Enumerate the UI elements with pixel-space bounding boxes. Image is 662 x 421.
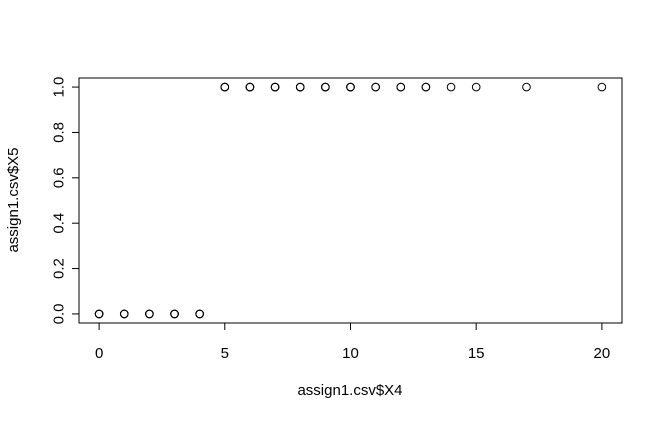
data-point [295,82,305,92]
data-point [321,82,330,92]
plot-frame [78,77,623,324]
data-point [471,82,481,92]
y-tick-label: 0.0 [51,303,68,324]
y-tick-label: 0.6 [51,167,68,188]
data-point [446,82,456,92]
x-axis: 0 5 10 15 20 [95,322,611,362]
data-point [371,82,380,92]
data-point [270,82,280,92]
data-point [145,309,154,319]
data-point [421,82,431,92]
y-tick-label: 0.8 [51,122,68,143]
y-axis-title: assign1.csv$X5 [5,147,22,252]
y-tick-label: 0.2 [51,258,68,279]
data-point [522,82,531,92]
y-tick-label: 0.4 [51,213,68,234]
x-tick-label: 5 [221,345,229,362]
data-point [245,82,255,92]
y-axis: 0.0 0.2 0.4 0.6 0.8 1.0 [51,77,80,324]
x-tick-label: 15 [468,345,485,362]
data-point [346,82,355,92]
data-point [170,309,179,319]
x-tick-label: 0 [95,345,103,362]
data-point [195,309,204,319]
y-tick-label: 1.0 [51,77,68,98]
data-point [396,82,406,92]
x-tick-label: 20 [594,345,611,362]
data-point [119,309,129,319]
data-point [220,82,230,92]
x-tick-label: 10 [342,345,359,362]
x-axis-title: assign1.csv$X4 [297,382,402,399]
data-point [94,309,104,319]
data-point [597,82,607,92]
data-points [94,82,607,319]
